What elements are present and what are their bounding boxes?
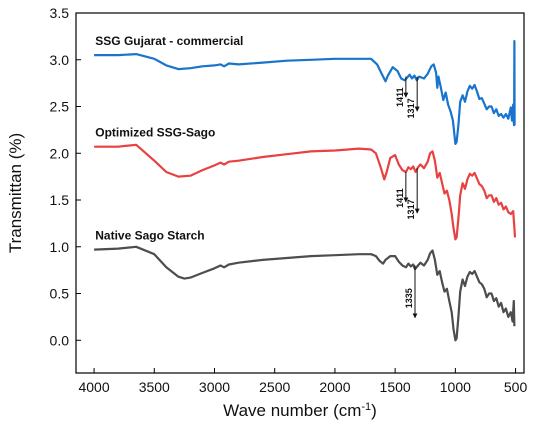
series-line-1 xyxy=(94,40,516,145)
series-label-2: Optimized SSG-Sago xyxy=(95,125,215,139)
annotation-label: 1317 xyxy=(406,199,416,219)
x-axis: 4000 3500 3000 2500 2000 1500 1000 500 xyxy=(78,368,527,395)
y-axis: 0.0 0.5 1.0 1.5 2.0 2.5 3.0 3.5 xyxy=(50,5,81,348)
y-tick-label: 1.0 xyxy=(50,239,70,255)
annotation-label: 1411 xyxy=(395,188,405,208)
series-line-2 xyxy=(94,143,517,241)
x-axis-title: Wave number (cm-1) xyxy=(223,401,377,420)
series-labels-layer: SSG Gujarat - commercial Optimized SSG-Sa… xyxy=(95,34,243,242)
x-tick-label: 3000 xyxy=(199,379,230,395)
y-axis-title: Transmittan (%) xyxy=(6,133,25,253)
x-tick-label: 3500 xyxy=(139,379,170,395)
series-label-3: Native Sago Starch xyxy=(95,228,204,242)
series-layer xyxy=(94,40,517,342)
series-label-1: SSG Gujarat - commercial xyxy=(95,34,243,48)
x-tick-label: 1500 xyxy=(380,379,411,395)
y-tick-label: 2.0 xyxy=(50,145,70,161)
plot-frame xyxy=(75,12,525,374)
y-tick-label: 0.0 xyxy=(50,332,70,348)
x-tick-label: 1000 xyxy=(440,379,471,395)
annotation-label: 1335 xyxy=(404,288,414,308)
y-tick-label: 1.5 xyxy=(50,192,70,208)
y-tick-label: 2.5 xyxy=(50,99,70,115)
annotation-label: 1411 xyxy=(395,87,405,107)
x-tick-label: 2000 xyxy=(319,379,350,395)
x-tick-label: 2500 xyxy=(259,379,290,395)
y-tick-label: 3.5 xyxy=(50,5,70,21)
y-tick-label: 3.0 xyxy=(50,52,70,68)
y-tick-label: 0.5 xyxy=(50,286,70,302)
x-tick-label: 500 xyxy=(504,379,528,395)
series-line-3 xyxy=(94,245,516,342)
annotation-label: 1317 xyxy=(406,98,416,118)
x-tick-label: 4000 xyxy=(78,379,109,395)
